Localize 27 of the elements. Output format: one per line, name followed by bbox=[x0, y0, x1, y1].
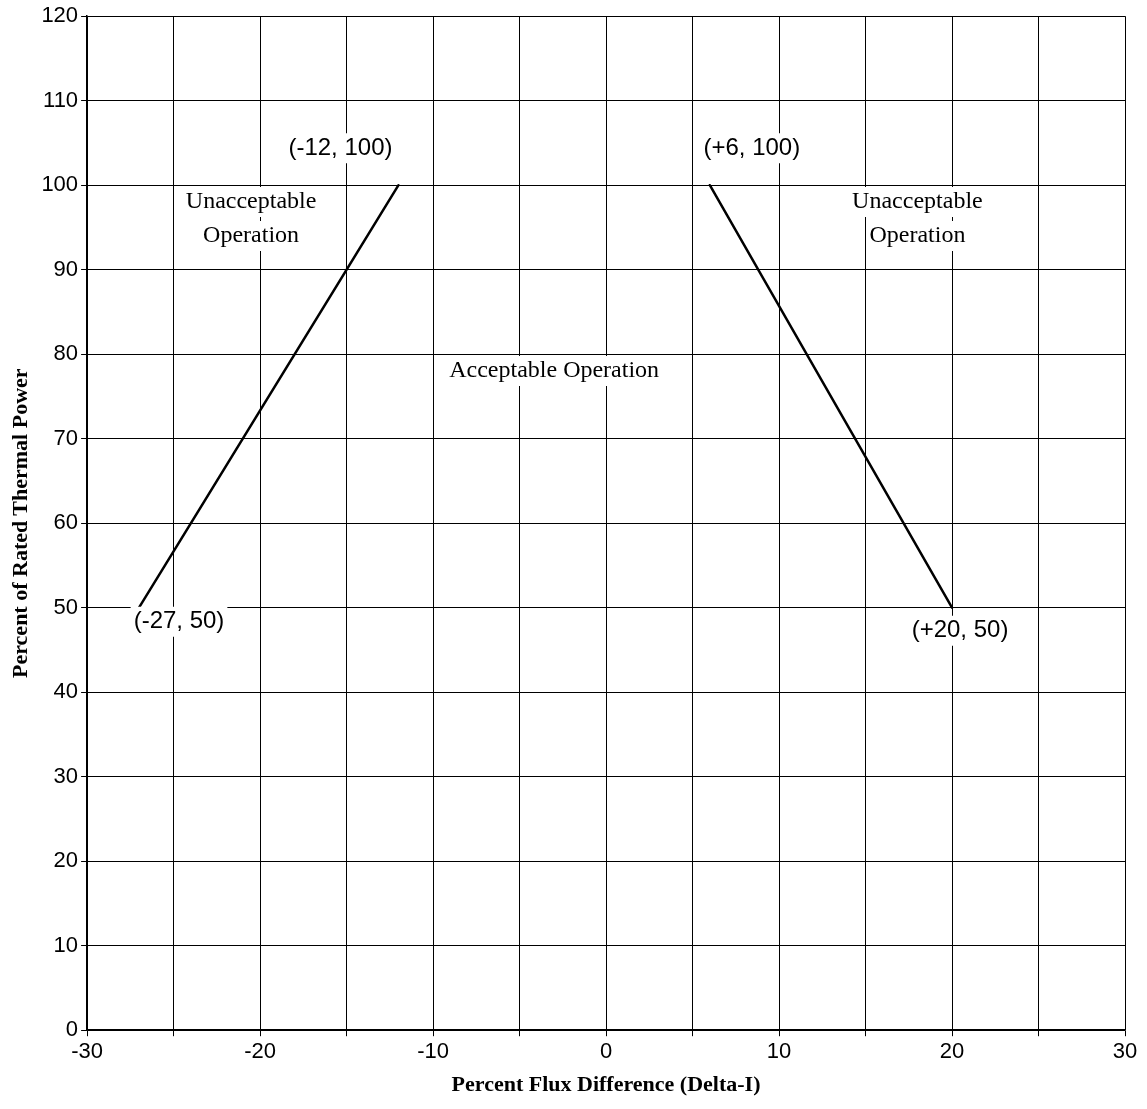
y-tick-label: 60 bbox=[53, 509, 79, 535]
x-tick-label: 30 bbox=[1112, 1038, 1138, 1064]
annotation: Unacceptable Operation bbox=[185, 187, 317, 248]
x-axis-title: Percent Flux Difference (Delta-I) bbox=[451, 1071, 761, 1097]
x-tick-label: 20 bbox=[939, 1038, 965, 1064]
annotation: (+20, 50) bbox=[911, 615, 1009, 643]
y-tick-label: 100 bbox=[41, 171, 79, 197]
y-tick-label: 110 bbox=[43, 86, 79, 112]
x-tick-label: -10 bbox=[417, 1038, 449, 1064]
y-tick-label: 20 bbox=[53, 847, 79, 873]
x-tick-label: 0 bbox=[599, 1038, 613, 1064]
y-tick-label: 50 bbox=[53, 593, 79, 619]
annotation: (-27, 50) bbox=[133, 606, 225, 634]
y-tick-label: 30 bbox=[53, 762, 79, 788]
y-tick-label: 90 bbox=[53, 255, 79, 281]
annotation: Acceptable Operation bbox=[449, 356, 660, 383]
x-tick-label: 10 bbox=[766, 1038, 792, 1064]
y-tick-label: 10 bbox=[53, 931, 79, 957]
annotation: Unacceptable Operation bbox=[852, 187, 983, 248]
annotation: (+6, 100) bbox=[703, 132, 801, 160]
y-axis-title: Percent of Rated Thermal Power bbox=[6, 368, 32, 678]
y-tick-label: 40 bbox=[53, 678, 79, 704]
y-tick-label: 70 bbox=[53, 424, 79, 450]
y-tick-label: 120 bbox=[41, 2, 79, 28]
x-tick-label: -20 bbox=[244, 1038, 276, 1064]
annotation: (-12, 100) bbox=[288, 132, 393, 160]
y-tick-label: 80 bbox=[53, 340, 79, 366]
